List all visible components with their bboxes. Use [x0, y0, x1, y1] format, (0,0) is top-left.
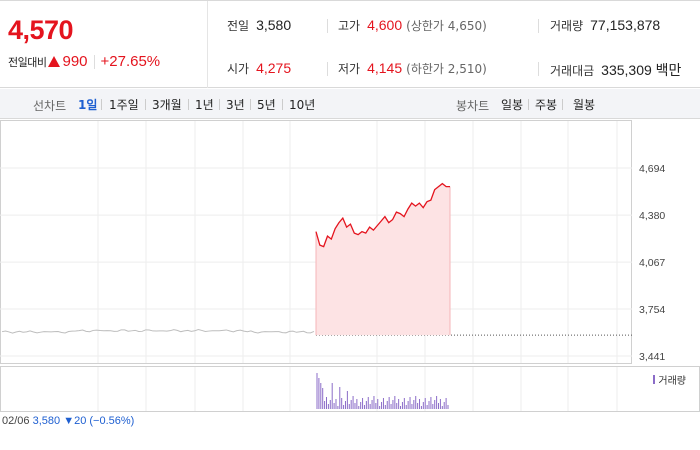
open-value: 4,275	[256, 60, 292, 76]
open-label: 시가	[227, 62, 250, 76]
quote-header: 4,570 전일대비 990 +27.65% 전일 3,580 고가 4,600…	[0, 0, 700, 88]
prev-day-line	[1, 329, 315, 334]
stat-divider	[538, 62, 539, 76]
today-area	[316, 183, 450, 336]
amount-label: 거래대금	[550, 64, 595, 78]
y-tick-label: 3,441	[639, 351, 665, 363]
stat-divider	[327, 19, 328, 33]
change-row: 전일대비 990 +27.65%	[8, 53, 160, 70]
price-panel-frame	[0, 120, 632, 364]
change-divider	[93, 54, 95, 69]
x-axis-row: 02/06 3,580 ▼20 (−0.56%)	[0, 412, 700, 432]
prev-close-label: 전일	[227, 19, 250, 33]
toolbar-divider	[219, 99, 220, 110]
amount-value: 335,309 백만	[601, 62, 682, 78]
prev-close-value: 3,580	[256, 17, 292, 33]
today-price-line	[315, 182, 450, 248]
period-10year[interactable]: 10년	[289, 98, 316, 112]
up-triangle-icon	[48, 56, 61, 67]
candle-monthly[interactable]: 월봉	[573, 98, 596, 112]
toolbar-divider	[282, 99, 283, 110]
current-price: 4,570	[8, 15, 74, 45]
prev-close-stat: 전일 3,580	[227, 17, 291, 34]
prev-day-change: ▼20	[63, 415, 87, 427]
y-tick-label: 4,067	[639, 257, 665, 269]
candle-chart-label: 봉차트	[456, 99, 490, 113]
y-tick-label: 4,380	[639, 210, 665, 222]
chart-toolbar: 선차트 1일 1주일 3개월 1년 3년 5년 10년 봉차트 일봉 주봉 월봉	[0, 89, 700, 119]
candle-daily[interactable]: 일봉	[501, 98, 524, 112]
toolbar-divider	[562, 99, 563, 110]
toolbar-divider	[250, 99, 251, 110]
volume-label: 거래량	[550, 19, 584, 33]
high-label: 고가	[338, 19, 361, 33]
toolbar-divider	[101, 99, 102, 110]
volume-legend-label: 거래량	[658, 376, 686, 387]
period-1year[interactable]: 1년	[195, 98, 214, 112]
period-1week[interactable]: 1주일	[109, 98, 139, 112]
volume-value: 77,153,878	[590, 17, 661, 33]
stat-divider	[538, 19, 539, 33]
candle-weekly[interactable]: 주봉	[535, 98, 558, 112]
low-stat: 저가 4,145 (하한가 2,510)	[338, 60, 487, 77]
y-tick-label: 3,754	[639, 304, 665, 316]
toolbar-divider	[188, 99, 189, 110]
period-3month[interactable]: 3개월	[152, 98, 182, 112]
prev-day-price: 3,580	[32, 415, 61, 427]
prev-day-date: 02/06	[2, 415, 30, 427]
prev-day-info: 02/06 3,580 ▼20 (−0.56%)	[2, 415, 134, 427]
toolbar-divider	[145, 99, 146, 110]
volume-panel-frame	[0, 366, 700, 412]
price-chart[interactable]: 4,6944,3804,0673,7543,44102/0710:0011:00…	[0, 120, 700, 412]
open-stat: 시가 4,275	[227, 60, 291, 77]
amount-stat: 거래대금 335,309 백만	[550, 60, 681, 80]
low-value: 4,145	[367, 60, 403, 76]
upper-limit: (상한가 4,650)	[406, 19, 487, 33]
prev-day-pct: (−0.56%)	[89, 415, 135, 427]
stat-divider	[327, 62, 328, 76]
volume-swatch	[653, 375, 656, 384]
high-stat: 고가 4,600 (상한가 4,650)	[338, 17, 487, 34]
low-label: 저가	[338, 62, 361, 76]
period-5year[interactable]: 5년	[257, 98, 276, 112]
period-3year[interactable]: 3년	[226, 98, 245, 112]
price-box: 4,570 전일대비 990 +27.65%	[0, 1, 208, 88]
volume-legend: 거래량	[653, 372, 686, 387]
line-chart-label: 선차트	[33, 99, 67, 113]
lower-limit: (하한가 2,510)	[406, 62, 487, 76]
toolbar-divider	[528, 99, 529, 110]
change-label: 전일대비	[8, 55, 47, 69]
y-tick-label: 4,694	[639, 163, 665, 175]
period-1day[interactable]: 1일	[78, 98, 98, 112]
high-value: 4,600	[367, 17, 403, 33]
change-value: 990	[62, 53, 88, 70]
change-percent: +27.65%	[100, 53, 161, 70]
volume-stat: 거래량 77,153,878	[550, 17, 660, 34]
